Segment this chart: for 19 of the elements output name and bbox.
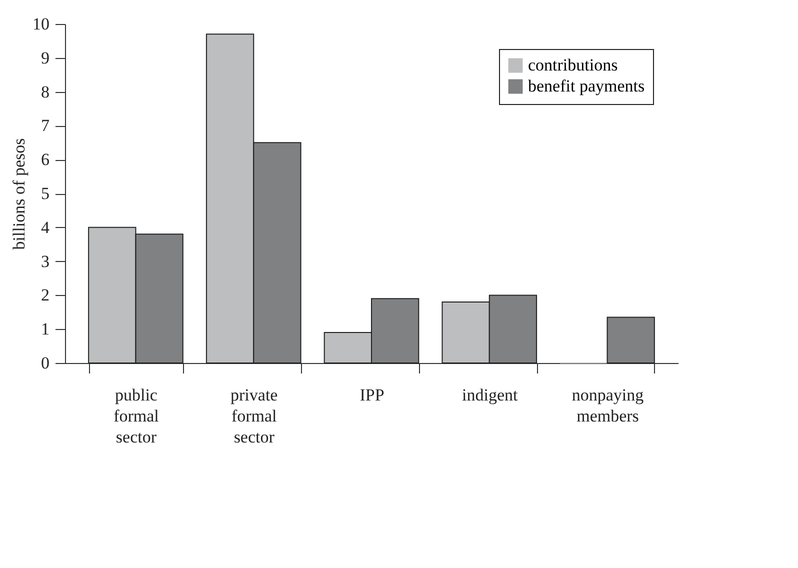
y-axis-title: billions of pesos — [10, 138, 28, 250]
y-tick-label: 2 — [41, 286, 50, 305]
x-tick-label: private formal sector — [230, 386, 278, 446]
x-tick-label: public formal sector — [114, 386, 160, 446]
y-tick-label: 9 — [41, 48, 50, 68]
y-tick-label: 5 — [41, 184, 50, 203]
x-tick-label: nonpaying members — [572, 386, 644, 426]
legend-label: contributions — [528, 56, 618, 74]
legend-label: benefit payments — [528, 76, 645, 96]
y-tick-label: 4 — [41, 218, 50, 237]
y-tick-label: 1 — [41, 320, 50, 339]
y-tick-label: 3 — [41, 252, 50, 271]
y-tick-label: 7 — [41, 116, 50, 136]
y-tick-label: 10 — [32, 14, 50, 34]
x-tick-label: indigent — [462, 386, 518, 404]
y-tick-label: 0 — [41, 354, 50, 372]
y-tick-label: 6 — [41, 150, 50, 170]
y-tick-label: 8 — [41, 82, 50, 102]
x-tick-label: IPP — [360, 386, 384, 404]
